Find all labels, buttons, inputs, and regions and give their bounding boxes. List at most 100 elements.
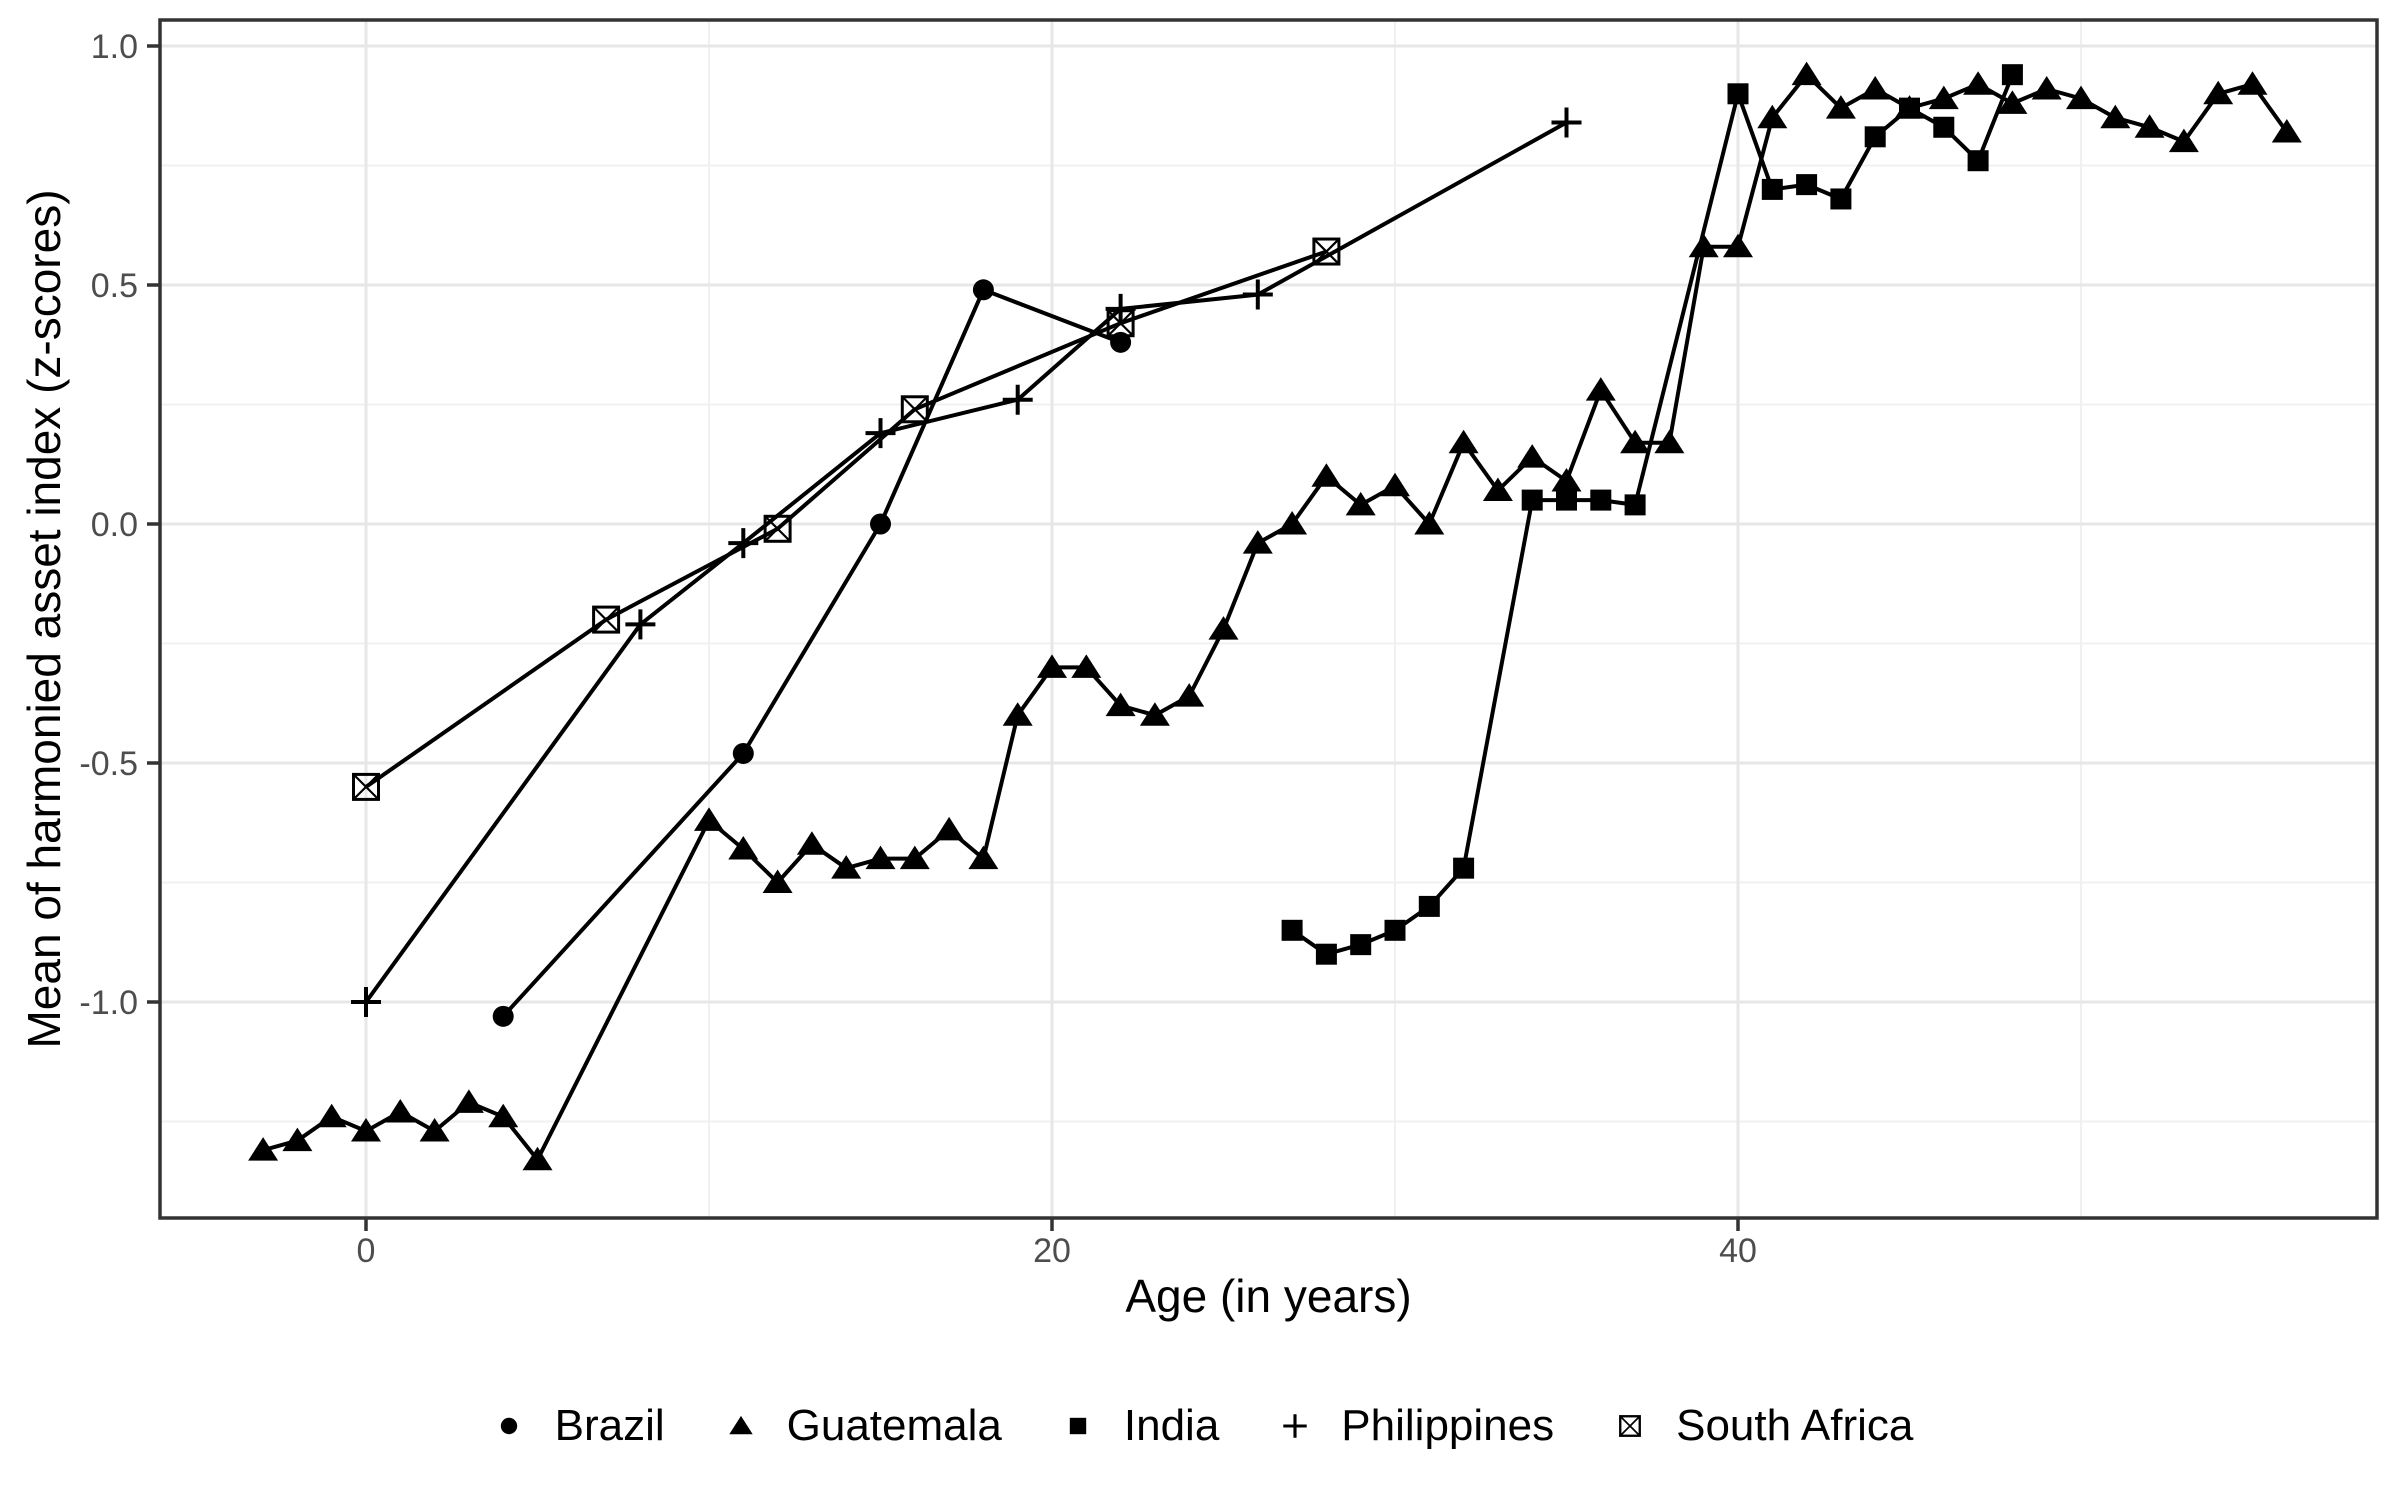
- x-tick-label: 40: [1719, 1232, 1757, 1270]
- square-marker-icon: [1315, 943, 1337, 965]
- triangle-marker-icon: [1242, 530, 1273, 554]
- minor-gridlines: [160, 20, 2377, 1218]
- triangle-marker-icon: [1928, 85, 1959, 110]
- triangle-marker-icon: [1997, 90, 2028, 114]
- y-tick-label: 1.0: [91, 28, 138, 66]
- plus-marker-icon: [1105, 293, 1136, 324]
- triangle-marker-icon: [728, 836, 759, 860]
- square-marker-icon: [1350, 934, 1372, 956]
- square-marker-icon: [1281, 919, 1303, 941]
- triangle-marker-icon: [796, 831, 827, 855]
- triangle-marker-icon: [694, 807, 724, 831]
- square-marker-icon: [1069, 1417, 1087, 1435]
- triangle-marker-icon: [2031, 76, 2062, 100]
- series-line: [1290, 73, 2015, 957]
- triangle-marker-icon: [2100, 104, 2131, 129]
- triangle-marker-icon: [1688, 233, 1719, 258]
- plot-panel: [158, 18, 2379, 1220]
- triangle-marker-icon: [2066, 85, 2096, 110]
- y-tick-label: -0.5: [79, 745, 138, 783]
- series-line: [262, 72, 2289, 1162]
- triangle-marker-icon: [865, 845, 896, 870]
- triangle-marker-icon: [1448, 429, 1479, 454]
- boxed-x-marker-icon: [1106, 309, 1135, 338]
- square-marker-icon: [1761, 178, 1783, 200]
- legend: Brazil Guatemala India Philippines South Afr…: [0, 1382, 2400, 1470]
- triangle-marker-icon: [1860, 76, 1891, 100]
- triangle-marker-icon: [316, 1103, 347, 1128]
- square-marker-icon: [1967, 150, 1989, 172]
- boxed-x-marker-icon: [592, 605, 621, 634]
- square-marker-icon: [1727, 83, 1749, 105]
- triangle-marker-icon: [1654, 429, 1685, 454]
- square-marker-icon: [1899, 97, 1920, 119]
- circle-marker-icon: [492, 1005, 514, 1027]
- triangle-marker-icon: [968, 845, 999, 870]
- series-india: [1281, 64, 2023, 965]
- triangle-marker-icon: [1723, 233, 1753, 258]
- triangle-marker-icon: [282, 1127, 313, 1152]
- plus-marker-icon: [1242, 279, 1273, 310]
- triangle-marker-icon: [934, 816, 965, 841]
- plus-marker-icon: [1283, 1414, 1307, 1438]
- circle-marker-icon: [500, 1417, 517, 1435]
- triangle-marker-icon: [1963, 71, 1994, 95]
- triangle-marker-icon: [762, 869, 793, 893]
- boxed-x-marker-icon: [763, 514, 792, 543]
- circle-marker-icon: [870, 513, 891, 535]
- triangle-marker-icon: [1208, 616, 1239, 640]
- triangle-marker-icon: [385, 1098, 416, 1123]
- triangle-marker-icon: [1825, 95, 1856, 119]
- triangle-marker-icon: [1380, 472, 1410, 497]
- triangle-marker-icon: [1105, 692, 1136, 717]
- legend-item-india: India: [1056, 1401, 1219, 1451]
- legend-item-guatemala: Guatemala: [719, 1401, 1002, 1451]
- triangle-marker-icon: [2271, 119, 2302, 143]
- legend-item-brazil: Brazil: [487, 1401, 665, 1451]
- triangle-marker-icon: [1757, 104, 1788, 129]
- series-layer: [248, 61, 2302, 1171]
- plus-marker-icon: [865, 418, 896, 449]
- legend-key: [1283, 1414, 1307, 1438]
- triangle-marker-icon: [1071, 654, 1102, 678]
- plus-marker-icon: [625, 609, 656, 640]
- triangle-marker-icon: [248, 1137, 279, 1161]
- circle-marker-icon: [972, 279, 994, 301]
- triangle-marker-icon: [1345, 491, 1376, 516]
- plus-marker-icon: [351, 987, 381, 1017]
- square-marker-icon: [1556, 489, 1577, 511]
- legend-key: [1069, 1417, 1087, 1435]
- y-tick-label: 0.5: [91, 267, 138, 305]
- legend-item-philippines: Philippines: [1273, 1401, 1554, 1451]
- axis-ticks: 0 20 40 1.0 0.5 0.0 -0.5 -1.0: [79, 28, 1757, 1270]
- legend-label: Guatemala: [786, 1401, 1002, 1450]
- legend-label: India: [1123, 1401, 1220, 1450]
- boxed-x-marker-icon: [352, 772, 380, 801]
- plus-marker-icon: [1002, 384, 1033, 415]
- triangle-marker-icon: [1585, 377, 1616, 401]
- legend-key: [1619, 1415, 1642, 1437]
- triangle-marker-icon: [728, 1415, 753, 1435]
- triangle-marker-icon: [1311, 463, 1342, 487]
- series-guatemala: [248, 61, 2302, 1171]
- triangle-marker-icon: [1517, 444, 1548, 468]
- square-marker-icon: [1830, 188, 1852, 210]
- triangle-marker-icon: [453, 1089, 484, 1113]
- square-marker-icon: [1384, 919, 1406, 941]
- triangle-marker-icon: [2168, 128, 2199, 153]
- series-line: [364, 120, 1568, 1004]
- triangle-marker-icon: [2134, 114, 2165, 138]
- triangle-marker-icon: [522, 1146, 553, 1171]
- square-marker-icon: [1933, 116, 1955, 138]
- series-brazil: [492, 279, 1132, 1027]
- triangle-marker-icon: [1791, 61, 1822, 86]
- plus-marker-icon: [1551, 107, 1582, 138]
- y-tick-label: 0.0: [91, 506, 138, 544]
- legend-key: [500, 1417, 517, 1435]
- square-marker-icon: [1590, 489, 1612, 511]
- triangle-marker-icon: [1551, 467, 1582, 492]
- square-marker-icon: [1521, 489, 1543, 511]
- circle-marker-icon: [732, 742, 754, 764]
